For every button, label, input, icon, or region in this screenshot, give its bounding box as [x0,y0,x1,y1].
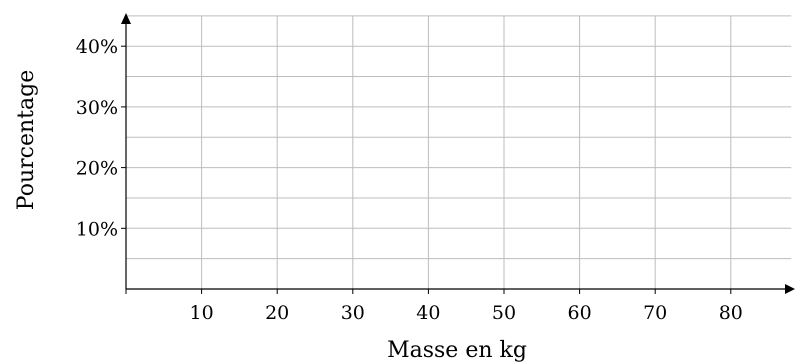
x-tick-label: 40 [416,302,440,324]
y-tick-label: 20% [76,158,118,180]
grid [126,15,792,289]
x-tick-label: 70 [643,302,667,324]
x-tick-label: 30 [341,302,365,324]
x-axis-label: Masse en kg [387,338,527,363]
y-tick-label: 10% [76,218,118,240]
y-tick-label: 30% [76,97,118,119]
x-axis-arrow [785,284,795,294]
axes [121,13,795,294]
ticks [121,45,732,294]
x-tick-label: 20 [265,302,289,324]
y-tick-label: 40% [76,36,118,58]
x-tick-label: 60 [568,302,592,324]
x-tick-label: 80 [719,302,743,324]
y-axis-label: Pourcentage [14,70,39,210]
tick-labels: 10 20 30 40 50 60 70 80 10% 20% 30% 40% [76,36,743,324]
x-tick-label: 50 [492,302,516,324]
y-axis-arrow [121,13,131,24]
x-tick-label: 10 [190,302,214,324]
